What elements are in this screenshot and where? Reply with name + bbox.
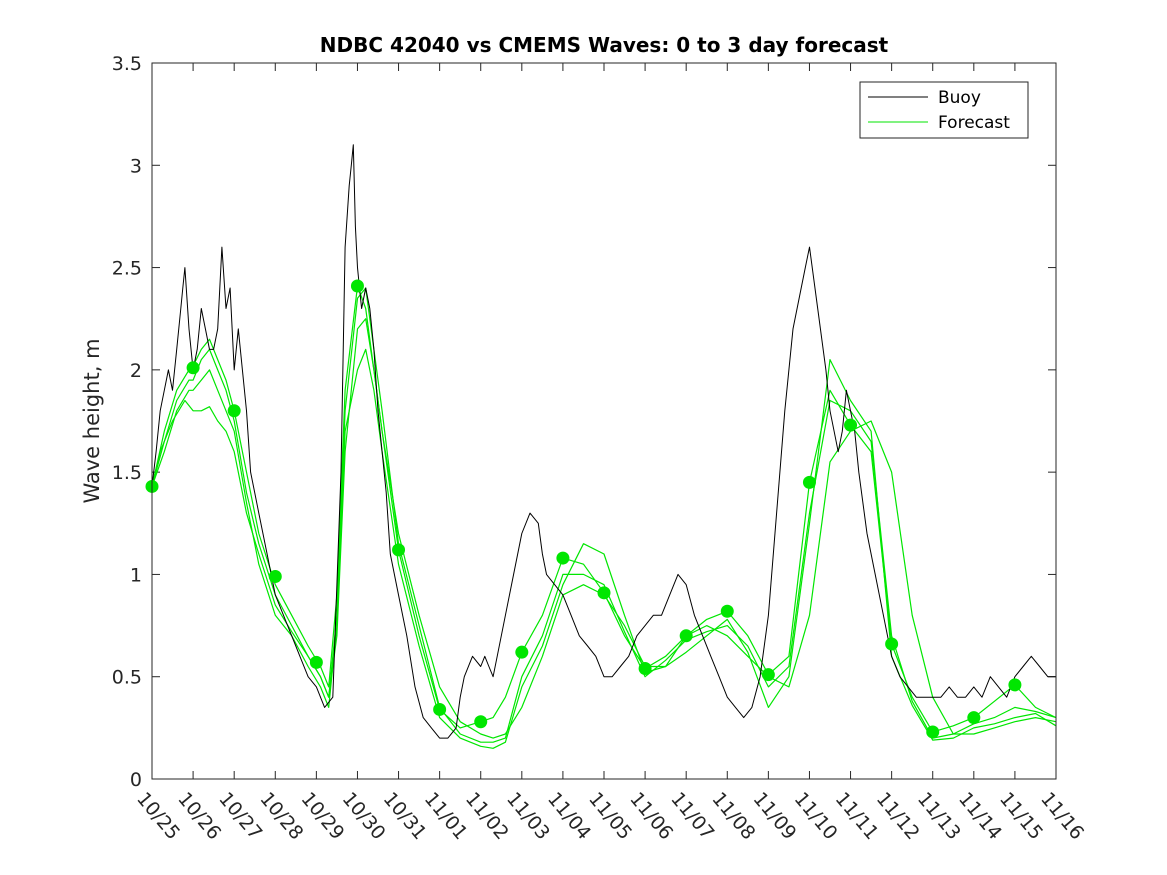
y-tick-label: 3.5 (112, 53, 142, 75)
forecast-marker (474, 715, 488, 729)
forecast-series-line (151, 348, 1057, 749)
legend: Buoy Forecast (859, 81, 1029, 139)
buoy-series-line (151, 144, 1056, 739)
forecast-marker (556, 551, 570, 565)
forecast-marker (433, 702, 447, 716)
y-tick-label: 0 (130, 769, 142, 791)
y-axis-label: Wave height, m (80, 338, 104, 503)
forecast-marker (802, 475, 816, 489)
y-tick-label: 1.5 (112, 462, 142, 484)
legend-box (859, 81, 1029, 139)
legend-buoy-label: Buoy (938, 88, 981, 108)
chart-title: NDBC 42040 vs CMEMS Waves: 0 to 3 day fo… (320, 33, 889, 57)
forecast-marker (638, 662, 652, 676)
forecast-marker (1008, 678, 1022, 692)
forecast-marker (761, 668, 775, 682)
y-tick-label: 2 (130, 360, 142, 382)
forecast-marker (926, 725, 940, 739)
forecast-marker (515, 645, 529, 659)
forecast-marker (268, 569, 282, 583)
forecast-marker (844, 418, 858, 432)
plot-frame (151, 62, 1057, 780)
forecast-marker (679, 629, 693, 643)
forecast-marker (309, 655, 323, 669)
y-tick-label: 1 (130, 564, 142, 586)
forecast-marker (350, 279, 364, 293)
y-tick-label: 0.5 (112, 667, 142, 689)
forecast-marker (720, 604, 734, 618)
forecast-marker (885, 637, 899, 651)
forecast-series-line (151, 318, 1057, 739)
forecast-marker (967, 711, 981, 725)
y-tick-label: 2.5 (112, 258, 142, 280)
forecast-series-line (151, 285, 1057, 733)
legend-forecast-label: Forecast (938, 113, 1010, 133)
plot-area (145, 144, 1057, 749)
forecast-marker (597, 586, 611, 600)
forecast-marker (227, 404, 241, 418)
y-tick-label: 3 (130, 155, 142, 177)
forecast-series-line (151, 287, 1057, 743)
forecast-marker (186, 361, 200, 375)
forecast-marker (392, 543, 406, 557)
